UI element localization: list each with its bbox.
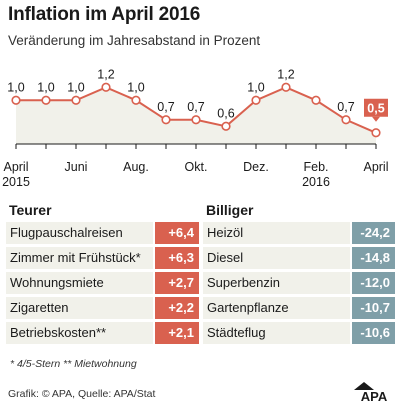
billiger-item-value: -14,8 [352,247,395,269]
billiger-item-label: Städteflug [203,322,350,344]
teurer-item-value: +2,2 [155,297,199,319]
billiger-item-label: Gartenpflanze [203,297,350,319]
apa-logo: APA [354,382,388,402]
billiger-item-value: -10,6 [352,322,395,344]
teurer-item-label: Wohnungsmiete [6,272,153,294]
billiger-item-label: Heizöl [203,222,350,244]
x-tick-label: Juni [65,160,88,174]
inflation-data-point [311,95,321,105]
billiger-item-value: -10,7 [352,297,395,319]
line-chart: 1,0 1,0 1,0 1,2 1,0 0,7 0,7 0,6 1,0 1,2 0,7 0,5 Apri… [2,67,388,189]
inflation-data-point [101,82,111,92]
data-label: 0,7 [337,100,354,114]
inflation-data-point [341,115,351,125]
billiger-item-value: -12,0 [352,272,395,294]
billiger-header: Billiger [206,202,254,218]
data-label: 1,0 [247,80,264,94]
inflation-data-point [71,95,81,105]
x-tick-year-label: 2015 [2,175,30,189]
chart-subtitle: Veränderung im Jahresabstand in Prozent [8,33,261,48]
teurer-item-value: +2,7 [155,272,199,294]
teurer-item-value: +2,1 [155,322,199,344]
inflation-data-point [251,95,261,105]
inflation-data-point [371,128,381,138]
billiger-item-label: Superbenzin [203,272,350,294]
highlight-label-pointer [372,116,380,122]
teurer-item-label: Flugpauschalreisen [6,222,153,244]
highlight-data-label: 0,5 [367,101,384,115]
inflation-data-point [281,82,291,92]
data-label: 1,0 [127,80,144,94]
x-tick-year-label: 2016 [302,175,330,189]
teurer-header: Teurer [9,202,52,218]
x-tick-label: Dez. [243,160,269,174]
inflation-data-point [221,121,231,131]
x-tick-label: April [3,160,28,174]
chart-title: Inflation im April 2016 [8,4,201,25]
inflation-data-point [131,95,141,105]
data-label: 1,0 [67,80,84,94]
billiger-item-label: Diesel [203,247,350,269]
inflation-data-point [191,115,201,125]
data-label: 1,0 [37,80,54,94]
x-tick-label: Okt. [185,160,208,174]
inflation-data-point [161,115,171,125]
chart-area-fill [16,87,376,144]
logo-text: APA [361,389,388,402]
data-label: 1,2 [277,67,294,81]
source-credit: Grafik: © APA, Quelle: APA/Stat [8,388,156,400]
teurer-item-label: Betriebskosten** [6,322,153,344]
inflation-data-point [11,95,21,105]
data-label: 1,0 [7,80,24,94]
x-tick-label: Aug. [123,160,149,174]
data-label: 0,7 [157,100,174,114]
teurer-item-label: Zimmer mit Frühstück* [6,247,153,269]
teurer-item-value: +6,3 [155,247,199,269]
data-label: 0,6 [217,106,234,120]
data-label: 0,7 [187,100,204,114]
x-tick-label: Feb. [303,160,328,174]
teurer-item-label: Zigaretten [6,297,153,319]
data-label: 1,2 [97,67,114,81]
highlight-label-box [364,98,388,117]
inflation-data-point [41,95,51,105]
teurer-item-value: +6,4 [155,222,199,244]
footnote: * 4/5-Stern ** Mietwohnung [10,358,137,370]
billiger-item-value: -24,2 [352,222,395,244]
x-tick-label: April [363,160,388,174]
